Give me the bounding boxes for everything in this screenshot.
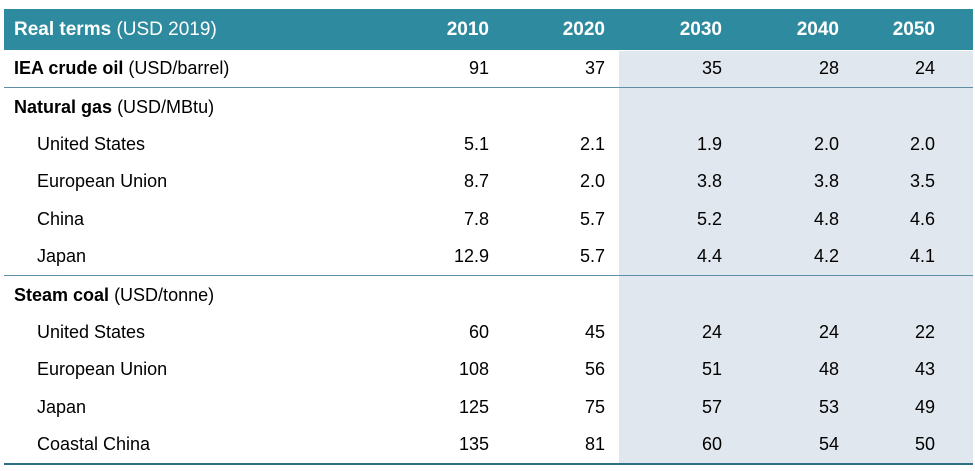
- cell-value: 53: [818, 396, 839, 417]
- cell-value: 28: [818, 58, 839, 79]
- cell-value: 35: [701, 58, 722, 79]
- cell-value: 51: [701, 359, 722, 380]
- row-label: European Union: [37, 359, 168, 380]
- cell-value: 4.6: [909, 208, 935, 229]
- header-title: Real terms (USD 2019): [4, 9, 372, 50]
- row-label: IEA crude oil (USD/barrel): [14, 58, 230, 79]
- cell-value: 7.8: [463, 208, 489, 229]
- row-label: Coastal China: [4, 425, 372, 466]
- cell-value: 108: [458, 359, 489, 380]
- cell-value: 4.8: [813, 208, 839, 229]
- header-title-bold: Real terms: [14, 18, 112, 40]
- row-label: Japan: [37, 396, 87, 417]
- cell-value: 50: [839, 425, 973, 466]
- cell-value: 4.1: [909, 246, 935, 267]
- cell-value: 3.8: [696, 171, 722, 192]
- year-header-2010: 2010: [446, 18, 489, 40]
- cell-value: 60: [468, 321, 489, 342]
- row-natural-gas-heading: Natural gas (USD/MBtu): [4, 87, 973, 126]
- row-label: United States: [37, 133, 146, 154]
- cell-value: 57: [701, 396, 722, 417]
- year-header-2050: 2050: [892, 18, 935, 40]
- cell-value: 75: [584, 396, 605, 417]
- row-label: Steam coal (USD/tonne): [4, 275, 372, 314]
- row-gas-china: China 7.8 5.7 5.2 4.8 4.6: [4, 201, 973, 238]
- cell-value: 2.1: [579, 133, 605, 154]
- cell-value: 24: [701, 321, 722, 342]
- cell-value: 5.7: [579, 208, 605, 229]
- cell-value: 48: [818, 359, 839, 380]
- cell-value: 5.2: [696, 208, 722, 229]
- cell-value: 45: [584, 321, 605, 342]
- cell-value: 37: [584, 58, 605, 79]
- cell-value: 3.8: [813, 171, 839, 192]
- cell-value: 81: [489, 425, 605, 466]
- row-crude-oil: IEA crude oil (USD/barrel) 91 37 35 28 2…: [4, 50, 973, 88]
- cell-value: 2.0: [813, 133, 839, 154]
- cell-value: 91: [468, 58, 489, 79]
- cell-value: 2.0: [579, 171, 605, 192]
- row-label: Natural gas (USD/MBtu): [4, 87, 372, 126]
- cell-value: 2.0: [909, 133, 935, 154]
- cell-value: 3.5: [909, 171, 935, 192]
- row-steam-coal-heading: Steam coal (USD/tonne): [4, 275, 973, 314]
- cell-value: 22: [914, 321, 935, 342]
- cell-value: 5.1: [463, 133, 489, 154]
- cell-value: 49: [914, 396, 935, 417]
- cell-value: 4.4: [696, 246, 722, 267]
- row-label: United States: [37, 321, 146, 342]
- row-coal-coastal-china: Coastal China 135 81 60 54 50: [4, 425, 973, 466]
- cell-value: 12.9: [453, 246, 489, 267]
- row-gas-japan: Japan 12.9 5.7 4.4 4.2 4.1: [4, 238, 973, 276]
- cell-value: 43: [914, 359, 935, 380]
- year-header-2040: 2040: [796, 18, 839, 40]
- row-coal-japan: Japan 125 75 57 53 49: [4, 389, 973, 426]
- cell-value: 24: [914, 58, 935, 79]
- row-label: China: [37, 208, 85, 229]
- cell-value: 135: [372, 425, 489, 466]
- row-coal-united-states: United States 60 45 24 24 22: [4, 314, 973, 351]
- cell-value: 8.7: [463, 171, 489, 192]
- year-header-2020: 2020: [562, 18, 605, 40]
- price-table: Real terms (USD 2019) 2010 2020 2030 204…: [4, 9, 973, 466]
- cell-value: 1.9: [696, 133, 722, 154]
- cell-value: 54: [722, 425, 839, 466]
- cell-value: 24: [818, 321, 839, 342]
- cell-value: 56: [584, 359, 605, 380]
- header-row: Real terms (USD 2019) 2010 2020 2030 204…: [4, 9, 973, 50]
- cell-value: 4.2: [813, 246, 839, 267]
- row-gas-european-union: European Union 8.7 2.0 3.8 3.8 3.5: [4, 163, 973, 200]
- cell-value: 60: [605, 425, 722, 466]
- cell-value: 125: [458, 396, 489, 417]
- cell-value: 5.7: [579, 246, 605, 267]
- year-header-2030: 2030: [679, 18, 722, 40]
- row-coal-european-union: European Union 108 56 51 48 43: [4, 351, 973, 388]
- row-gas-united-states: United States 5.1 2.1 1.9 2.0 2.0: [4, 126, 973, 163]
- row-label: Japan: [37, 246, 87, 267]
- row-label: European Union: [37, 171, 168, 192]
- header-title-unit: (USD 2019): [116, 18, 217, 40]
